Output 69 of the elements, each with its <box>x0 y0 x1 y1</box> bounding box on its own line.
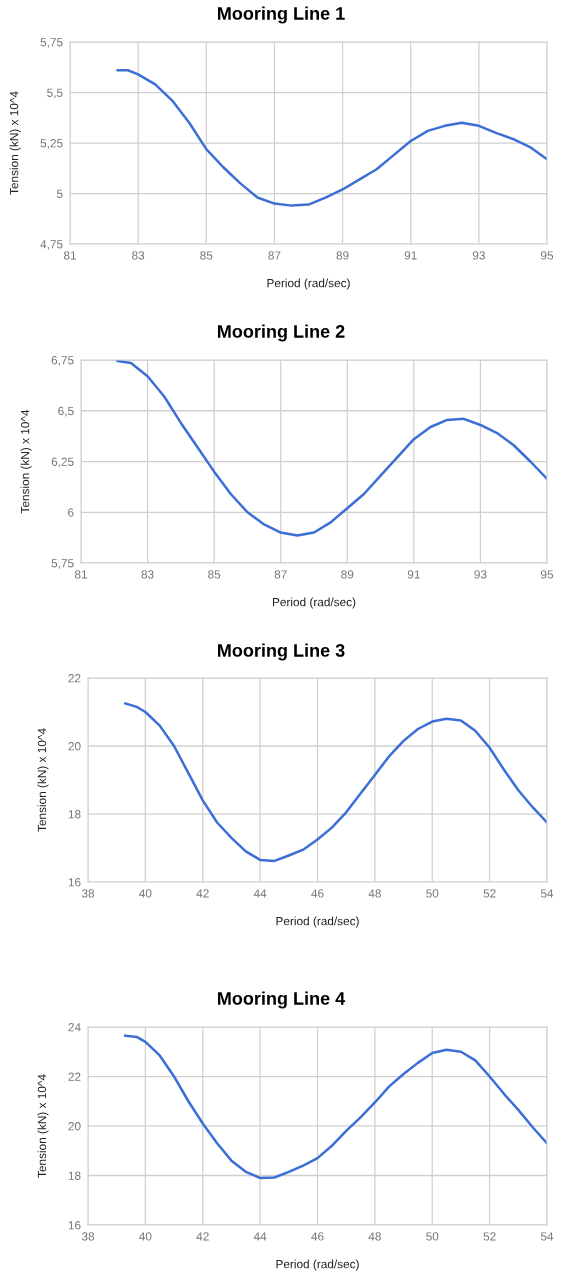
y-tick-label: 24 <box>68 1023 81 1032</box>
y-tick-label: 16 <box>68 1221 81 1230</box>
x-tick-label: 95 <box>540 251 554 260</box>
x-tick-label: 42 <box>196 1232 209 1241</box>
x-axis-title: Period (rad/sec) <box>267 278 350 290</box>
x-tick-label: 91 <box>404 251 417 260</box>
x-tick-label: 83 <box>132 251 145 260</box>
y-tick-label: 5,5 <box>47 88 63 99</box>
y-tick-label: 16 <box>68 878 81 887</box>
x-tick-label: 52 <box>483 1232 496 1241</box>
x-tick-label: 38 <box>81 1232 95 1241</box>
line-series <box>116 360 547 537</box>
y-tick-label: 18 <box>68 810 81 819</box>
x-tick-label: 48 <box>368 1232 381 1241</box>
x-tick-label: 54 <box>540 1232 554 1241</box>
x-tick-label: 93 <box>474 570 487 579</box>
x-tick-label: 89 <box>336 251 349 260</box>
y-tick-label: 6,25 <box>51 457 74 468</box>
line-series <box>116 69 547 207</box>
x-tick-label: 91 <box>407 570 420 579</box>
chart-title: Mooring Line 1 <box>218 6 345 24</box>
x-tick-label: 50 <box>426 889 439 898</box>
y-tick-label: 22 <box>68 1072 81 1081</box>
x-tick-label: 40 <box>139 889 152 898</box>
x-tick-label: 46 <box>311 1232 324 1241</box>
line-series <box>124 1034 547 1180</box>
y-tick-label: 6 <box>68 508 74 517</box>
y-tick-label: 6,5 <box>58 406 74 417</box>
chart-title: Mooring Line 2 <box>218 324 345 342</box>
y-tick-label: 5,75 <box>40 38 63 48</box>
y-axis-title: Tension (kN) x 10^4 <box>37 1074 49 1178</box>
x-tick-label: 87 <box>274 570 287 579</box>
y-tick-label: 20 <box>68 1122 81 1131</box>
x-tick-label: 40 <box>139 1232 152 1241</box>
x-tick-label: 54 <box>540 889 554 898</box>
x-tick-label: 95 <box>540 570 554 579</box>
y-axis-title: Tension (kN) x 10^4 <box>37 728 49 832</box>
y-tick-label: 5 <box>56 189 63 198</box>
x-tick-label: 46 <box>311 889 324 898</box>
x-tick-label: 93 <box>472 251 485 260</box>
x-tick-label: 44 <box>253 889 267 898</box>
line-series <box>124 702 547 863</box>
y-tick-label: 6,75 <box>51 356 74 366</box>
chart-title: Mooring Line 4 <box>218 991 346 1009</box>
y-axis-title: Tension (kN) x 10^4 <box>9 91 21 195</box>
x-tick-label: 85 <box>200 251 213 260</box>
x-axis-title: Period (rad/sec) <box>276 1259 359 1271</box>
x-tick-label: 42 <box>196 889 209 898</box>
x-tick-label: 50 <box>426 1232 439 1241</box>
chart-title: Mooring Line 3 <box>218 643 345 661</box>
x-tick-label: 38 <box>81 889 95 898</box>
x-tick-label: 83 <box>141 570 154 579</box>
x-tick-label: 81 <box>74 570 87 579</box>
y-tick-label: 22 <box>68 674 81 683</box>
x-axis-title: Period (rad/sec) <box>276 916 359 928</box>
x-tick-label: 87 <box>268 251 281 260</box>
y-tick-label: 5,25 <box>40 139 63 149</box>
y-axis-title: Tension (kN) x 10^4 <box>20 409 32 514</box>
y-tick-label: 5,75 <box>51 559 74 569</box>
x-axis-title: Period (rad/sec) <box>272 597 356 609</box>
x-tick-label: 48 <box>368 889 381 898</box>
x-tick-label: 81 <box>63 251 76 260</box>
y-tick-label: 20 <box>68 742 81 751</box>
x-tick-label: 85 <box>208 570 221 579</box>
x-tick-label: 89 <box>341 570 354 579</box>
y-tick-label: 4,75 <box>40 240 63 250</box>
y-tick-label: 18 <box>68 1171 81 1180</box>
x-tick-label: 52 <box>483 889 496 898</box>
x-tick-label: 44 <box>253 1232 267 1241</box>
